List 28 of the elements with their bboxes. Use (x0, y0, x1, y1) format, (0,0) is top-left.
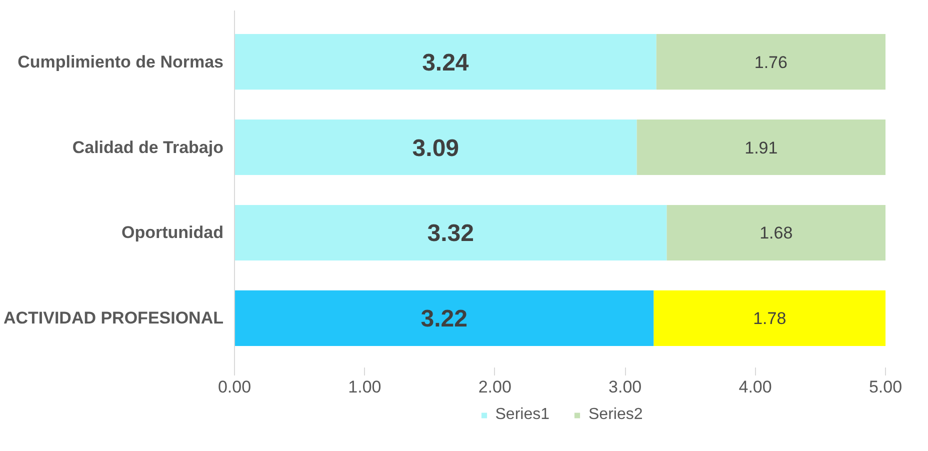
y-tick-label: Calidad de Trabajo (72, 138, 224, 157)
x-tick-label: 1.00 (348, 378, 382, 396)
data-label: 3.24 (422, 49, 470, 76)
x-tick-label: 0.00 (218, 378, 252, 396)
data-label: 1.91 (744, 138, 778, 158)
y-tick-label: Oportunidad (122, 223, 224, 242)
legend-label: Series2 (588, 406, 643, 424)
data-label: 1.76 (754, 52, 788, 72)
bar (656, 34, 886, 90)
data-label: 3.32 (427, 220, 474, 248)
x-tick-label: 5.00 (868, 378, 902, 396)
legend-label: Series1 (495, 406, 550, 424)
y-tick-label: Cumplimiento de Normas (18, 52, 224, 72)
bar (234, 34, 656, 90)
x-tick-label: 4.00 (738, 378, 772, 396)
data-label: 3.22 (420, 306, 468, 333)
bar (666, 204, 886, 261)
x-tick-label: 2.00 (478, 378, 512, 396)
x-tick-label: 3.00 (608, 378, 642, 396)
data-label: 3.09 (412, 134, 460, 162)
y-tick-label: ACTIVIDAD PROFESIONAL (3, 308, 224, 328)
bar (654, 290, 886, 346)
bar (636, 119, 886, 176)
bar (234, 119, 637, 176)
bar (234, 290, 654, 346)
data-label: 1.68 (760, 224, 793, 243)
bar (234, 204, 667, 261)
data-label: 1.78 (753, 309, 786, 328)
